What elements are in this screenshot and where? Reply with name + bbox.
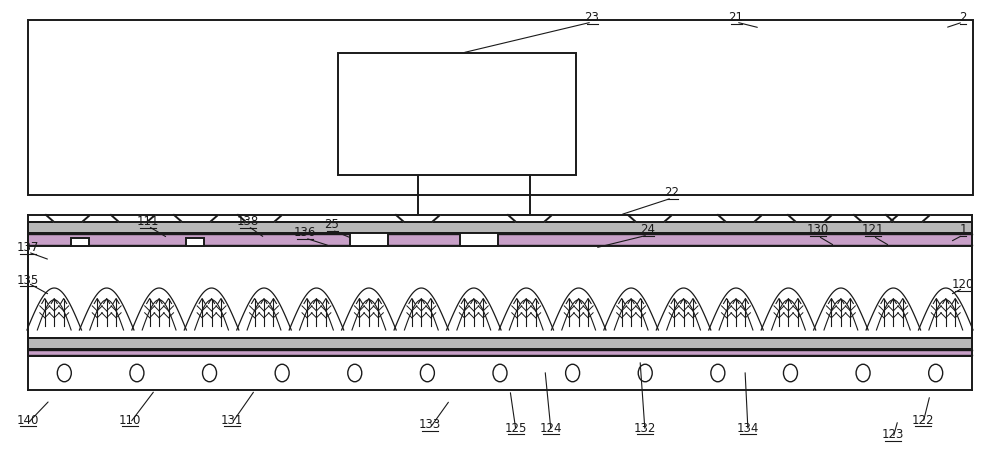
Bar — [186, 238, 204, 246]
Polygon shape — [788, 215, 832, 222]
Bar — [28, 20, 973, 195]
Text: 140: 140 — [17, 413, 39, 427]
Bar — [28, 338, 972, 349]
Text: 133: 133 — [419, 419, 441, 431]
Polygon shape — [174, 215, 218, 222]
Text: 134: 134 — [737, 421, 759, 435]
Text: 1: 1 — [959, 224, 967, 236]
Polygon shape — [628, 215, 672, 222]
Text: 120: 120 — [952, 279, 974, 291]
Polygon shape — [238, 215, 282, 222]
Text: 124: 124 — [540, 421, 562, 435]
Bar — [71, 238, 89, 246]
Text: 137: 137 — [17, 242, 39, 254]
Bar — [28, 222, 972, 233]
Text: 111: 111 — [137, 216, 159, 228]
Text: 138: 138 — [237, 216, 259, 228]
Text: 131: 131 — [221, 413, 243, 427]
Polygon shape — [46, 215, 90, 222]
Text: 24: 24 — [640, 224, 656, 236]
Text: 135: 135 — [17, 273, 39, 287]
Bar — [28, 233, 972, 246]
Polygon shape — [508, 215, 552, 222]
Bar — [28, 246, 972, 338]
Polygon shape — [111, 215, 155, 222]
Text: 25: 25 — [325, 219, 339, 231]
Polygon shape — [886, 215, 930, 222]
Text: 121: 121 — [862, 224, 884, 236]
Text: 136: 136 — [294, 227, 316, 239]
Text: 21: 21 — [728, 11, 744, 25]
Text: 23: 23 — [585, 11, 599, 25]
Polygon shape — [718, 215, 762, 222]
Text: 125: 125 — [505, 421, 527, 435]
Text: 130: 130 — [807, 224, 829, 236]
Text: 123: 123 — [882, 429, 904, 441]
Bar — [338, 53, 576, 175]
Bar — [28, 349, 972, 356]
Text: 110: 110 — [119, 413, 141, 427]
Text: 132: 132 — [634, 421, 656, 435]
Text: 2: 2 — [959, 11, 967, 25]
Polygon shape — [396, 215, 440, 222]
Polygon shape — [854, 215, 898, 222]
Bar — [460, 233, 498, 246]
Text: 22: 22 — [664, 186, 680, 200]
Text: 122: 122 — [912, 413, 934, 427]
Bar — [350, 233, 388, 246]
